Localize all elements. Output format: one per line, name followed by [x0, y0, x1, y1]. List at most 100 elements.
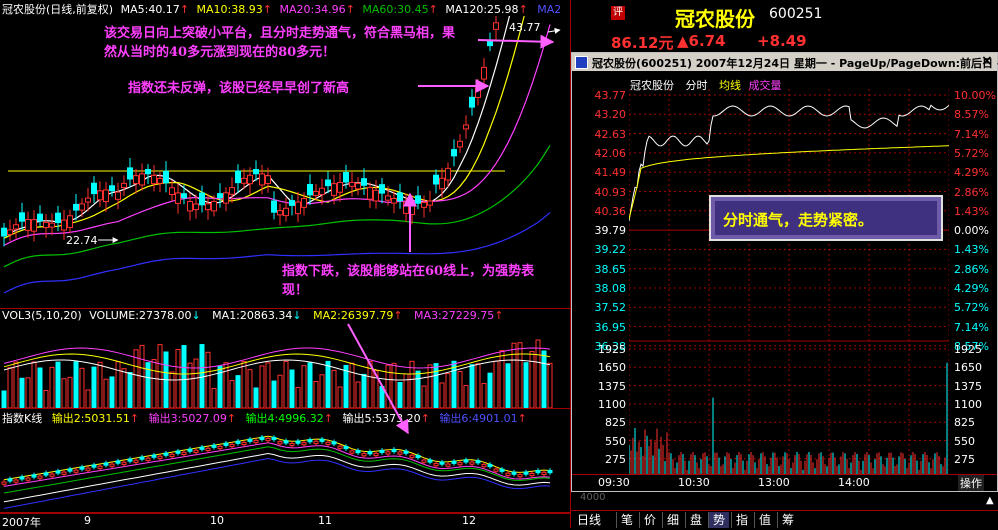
annotation-breakout: 该交易日向上突破小平台，且分时走势通气，符合黑马相，果然从当时的40多元涨到现在…	[104, 26, 456, 60]
price-tick: 37.52	[594, 301, 627, 315]
volume-cut-label: 4000	[580, 492, 606, 503]
index-candle	[403, 450, 409, 454]
volume-bar	[343, 364, 349, 408]
volume-bar	[283, 360, 289, 408]
volume-tick: 1650	[598, 361, 626, 375]
volume-bar	[415, 370, 421, 408]
index-kline-chart[interactable]	[0, 424, 570, 512]
kline-candle	[157, 177, 163, 184]
volume-bar	[103, 378, 109, 408]
kline-candle	[61, 219, 67, 231]
toolbar-button[interactable]: 筹	[777, 512, 798, 528]
ma-line	[3, 16, 511, 237]
volume-bar	[523, 362, 529, 408]
toolbar-button[interactable]: 价	[639, 512, 660, 528]
index-candle	[469, 461, 475, 465]
pct-tick: 8.57%	[954, 339, 989, 353]
index-candle	[517, 474, 523, 478]
kline-candle	[361, 178, 367, 186]
kline-candle	[295, 201, 301, 215]
index-candle	[25, 477, 31, 481]
pct-tick: 1.43%	[954, 204, 989, 218]
volume-bar	[289, 369, 295, 408]
kline-candle	[187, 201, 193, 212]
toolbar-button[interactable]: 势	[708, 512, 730, 528]
volume-bar	[31, 361, 37, 408]
kline-candle	[235, 170, 241, 184]
index-candle	[163, 452, 169, 456]
index-candle	[223, 442, 229, 446]
pct-tick: 8.57%	[954, 108, 989, 122]
volume-header: VOL3(5,10,20) VOLUME:27378.00↓ MA1:20863…	[2, 309, 504, 322]
volume-bar	[277, 374, 283, 408]
toolbar-button[interactable]: 细	[662, 512, 683, 528]
kline-candle	[439, 177, 445, 190]
index-candle	[73, 469, 79, 473]
volume-bar	[385, 364, 391, 408]
eval-icon[interactable]: 评	[611, 6, 625, 20]
kline-candle	[247, 174, 253, 185]
date-label: 2007年	[2, 516, 41, 529]
annotation-new-high: 指数还未反弹，该股已经早早创了新高	[128, 81, 350, 96]
kline-candle	[115, 191, 121, 200]
kline-candle	[427, 200, 433, 206]
kline-chart[interactable]	[0, 16, 570, 308]
volume-bar	[19, 377, 25, 408]
toolbar-button[interactable]: 笔	[616, 512, 637, 528]
legend-avg[interactable]: 均线	[719, 79, 741, 92]
volume-bar	[475, 363, 481, 408]
price-tick: 42.06	[594, 146, 627, 160]
volume-chart[interactable]	[0, 324, 570, 408]
index-candle	[7, 478, 13, 482]
kline-candle	[181, 193, 187, 199]
operate-button[interactable]: 操作	[958, 475, 984, 491]
volume-bar	[487, 372, 493, 408]
index-ma-line	[3, 446, 551, 494]
volume-tick: 825	[954, 416, 975, 430]
price-tick: 40.36	[594, 204, 627, 218]
index-candle	[1, 481, 7, 485]
toolbar-button[interactable]: 指	[731, 512, 752, 528]
legend-timeshare[interactable]: 分时	[685, 79, 708, 92]
kline-candle	[271, 200, 277, 213]
date-label: 12	[462, 514, 476, 527]
kline-candle	[127, 167, 133, 180]
date-label: 10	[210, 514, 224, 527]
close-icon[interactable]: ×	[981, 53, 993, 69]
index-candle	[313, 440, 319, 444]
volume-ma-line	[3, 347, 551, 369]
ma5-value: MA5:40.17	[120, 3, 180, 16]
index-candle	[301, 442, 307, 446]
toolbar-button[interactable]: 值	[754, 512, 775, 528]
pct-tick: 4.29%	[954, 282, 989, 295]
toolbar-button[interactable]: 盘	[685, 512, 706, 528]
intraday-window[interactable]: 冠农股份(600251) 2007年12月24日 星期一 - PageUp/Pa…	[571, 52, 998, 492]
kline-candle	[469, 96, 475, 108]
volume-bar	[91, 366, 97, 408]
index-candle	[67, 468, 73, 472]
volume-bar	[187, 362, 193, 408]
volume-bar	[307, 362, 313, 408]
index-candle	[79, 466, 85, 470]
scroll-up-icon[interactable]: ▲	[986, 495, 994, 506]
legend-volume[interactable]: 成交量	[748, 79, 782, 92]
daily-kline-panel[interactable]: 冠农股份(日线,前复权) MA5:40.17↑ MA10:38.93↑ MA20…	[0, 0, 570, 529]
volume-bar	[457, 370, 463, 408]
window-titlebar[interactable]: 冠农股份(600251) 2007年12月24日 星期一 - PageUp/Pa…	[572, 53, 998, 71]
volume-bar	[325, 360, 331, 408]
intraday-chart[interactable]	[629, 89, 949, 474]
kline-candle	[421, 202, 427, 208]
index-candle	[355, 449, 361, 454]
price-line	[629, 104, 949, 222]
price-tick: 36.38	[594, 339, 627, 353]
index-title: 指数K线	[2, 412, 43, 425]
index-candle	[115, 460, 121, 464]
volume-ma-line	[3, 359, 551, 381]
toolbar-button[interactable]: 日线	[577, 513, 602, 527]
volume-bar	[61, 378, 67, 408]
volume-bar	[37, 367, 43, 408]
volume-bar	[73, 361, 79, 408]
volume-bar	[133, 349, 139, 408]
volume-tick: 275	[605, 452, 626, 466]
index-candle	[433, 463, 439, 467]
